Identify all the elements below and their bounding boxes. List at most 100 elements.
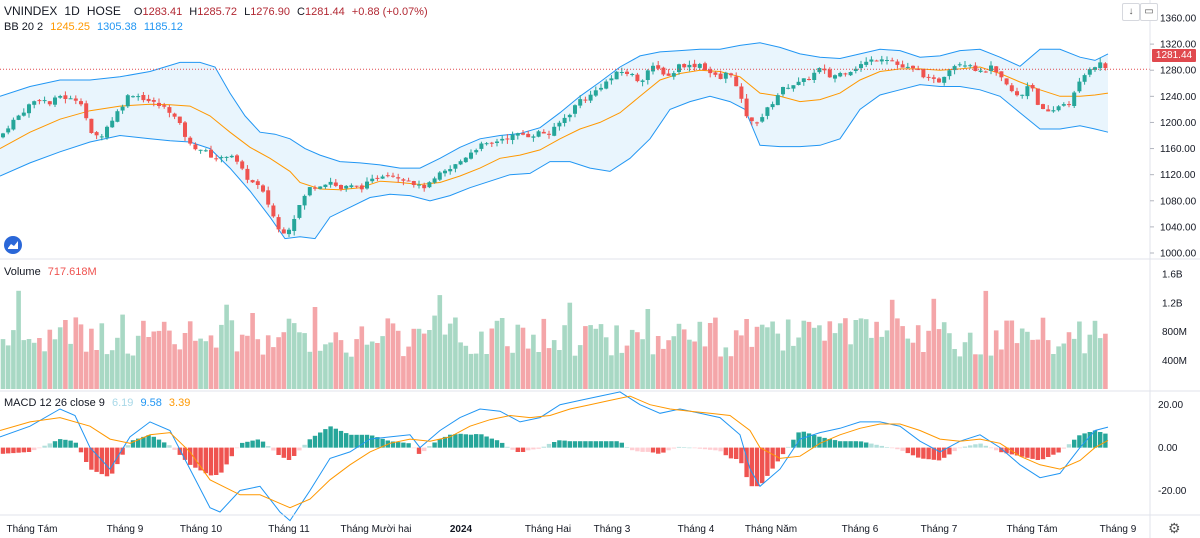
candle-body — [885, 60, 889, 61]
macd-histogram-bar — [749, 447, 754, 487]
interval[interactable]: 1D — [64, 4, 80, 18]
candle-body — [453, 164, 458, 169]
macd-histogram-bar — [671, 447, 676, 449]
macd-histogram-bar — [734, 447, 739, 459]
candle-body — [172, 113, 177, 117]
macd-axis[interactable]: -20.00 0.00 20.00 — [1158, 400, 1187, 497]
macd-histogram-bar — [614, 441, 619, 448]
candle-body — [370, 178, 375, 182]
volume-bar — [354, 339, 359, 389]
macd-histogram-bar — [16, 447, 21, 453]
volume-tick-label: 1.2B — [1162, 298, 1183, 309]
candle-body — [588, 94, 593, 101]
macd-histogram-bar — [68, 440, 73, 448]
maximize-icon[interactable]: ▭ — [1140, 3, 1158, 21]
macd-histogram-bar — [52, 441, 58, 448]
volume-bar — [973, 354, 978, 389]
candle-body — [755, 122, 759, 124]
candle-body — [328, 181, 333, 185]
macd-histogram-bar — [442, 436, 448, 448]
bb-legend[interactable]: BB 20 2 1245.25 1305.38 1185.12 — [4, 21, 187, 33]
candle-body — [864, 61, 869, 65]
candle-body — [921, 69, 926, 78]
volume-axis[interactable]: 400M 800M 1.2B 1.6B — [1162, 270, 1187, 367]
volume-bar — [89, 328, 94, 389]
candle-body — [723, 72, 728, 79]
candle-body — [21, 112, 26, 116]
volume-bar — [723, 347, 729, 389]
macd-histogram-bar — [812, 435, 817, 448]
volume-pane[interactable] — [0, 290, 1108, 389]
macd-histogram-bar — [593, 441, 598, 448]
volume-bar — [380, 336, 385, 389]
volume-bar — [52, 339, 58, 389]
macd-histogram-bar — [115, 447, 120, 465]
candle-body — [203, 150, 208, 152]
macd-histogram-bar — [349, 434, 354, 448]
candle-body — [297, 205, 302, 218]
price-pane[interactable] — [0, 42, 1150, 240]
volume-bar — [1087, 334, 1093, 389]
candle-body — [89, 118, 94, 133]
candle-body — [94, 132, 99, 136]
candle-body — [401, 179, 406, 181]
macd-pane[interactable] — [0, 391, 1109, 522]
candle-body — [729, 73, 733, 76]
macd-histogram-bar — [682, 447, 687, 448]
macd-histogram-bar — [957, 447, 962, 449]
volume-bar — [328, 342, 333, 389]
volume-bar — [369, 341, 375, 389]
macd-histogram-bar — [422, 447, 427, 452]
macd-histogram-bar — [188, 447, 193, 465]
candle-body — [1072, 92, 1077, 106]
macd-histogram-bar — [344, 433, 349, 448]
macd-histogram-bar — [822, 437, 827, 448]
candle-body — [515, 133, 520, 136]
volume-bar — [250, 313, 255, 389]
macd-legend[interactable]: MACD 12 26 close 9 6.19 9.58 3.39 — [4, 397, 194, 409]
volume-bar — [193, 340, 198, 389]
candle-body — [957, 64, 962, 66]
macd-histogram-bar — [354, 434, 359, 448]
macd-histogram-bar — [245, 441, 250, 448]
candle-body — [84, 103, 89, 119]
gear-icon[interactable]: ⚙ — [1168, 520, 1181, 536]
volume-bar — [338, 340, 344, 389]
exchange: HOSE — [86, 4, 121, 18]
volume-bar — [333, 332, 339, 389]
volume-legend[interactable]: Volume 717.618M — [4, 266, 101, 278]
candle-body — [671, 73, 676, 77]
macd-histogram-bar — [141, 436, 146, 448]
volume-bar — [577, 345, 583, 389]
price-tick-label: 1160.00 — [1160, 144, 1196, 155]
volume-bar — [453, 317, 458, 389]
macd-histogram-bar — [520, 447, 526, 452]
time-axis[interactable]: Tháng Tám Tháng 9 Tháng 10 Tháng 11 Tháng Mư… — [7, 524, 1137, 535]
volume-bar — [109, 350, 115, 389]
volume-bar — [479, 331, 484, 389]
price-axis[interactable]: 1000.00 1040.00 1080.00 1120.00 1160.00 1200.… — [1150, 14, 1197, 260]
macd-histogram-bar — [588, 441, 593, 448]
macd-histogram-bar — [916, 447, 921, 458]
volume-bar — [1092, 320, 1098, 389]
candle-body — [339, 185, 343, 189]
candle-body — [822, 68, 827, 71]
volume-bar — [505, 346, 510, 389]
macd-histogram-bar — [1056, 447, 1061, 453]
candle-body — [219, 157, 224, 159]
symbol[interactable]: VNINDEX — [4, 4, 58, 18]
volume-bar — [676, 323, 682, 389]
tradingview-logo-icon[interactable] — [4, 236, 22, 254]
candle-body — [573, 105, 577, 114]
arrow-down-icon[interactable]: ↓ — [1122, 3, 1140, 21]
macd-histogram-bar — [11, 447, 16, 454]
candle-body — [1046, 109, 1051, 112]
macd-histogram-bar — [255, 439, 260, 448]
candle-body — [489, 142, 494, 144]
macd-histogram-bar — [302, 444, 307, 448]
volume-bar — [406, 346, 411, 389]
volume-bar — [1045, 340, 1051, 389]
volume-bar — [655, 336, 661, 389]
price-tick-label: 1320.00 — [1160, 40, 1197, 51]
